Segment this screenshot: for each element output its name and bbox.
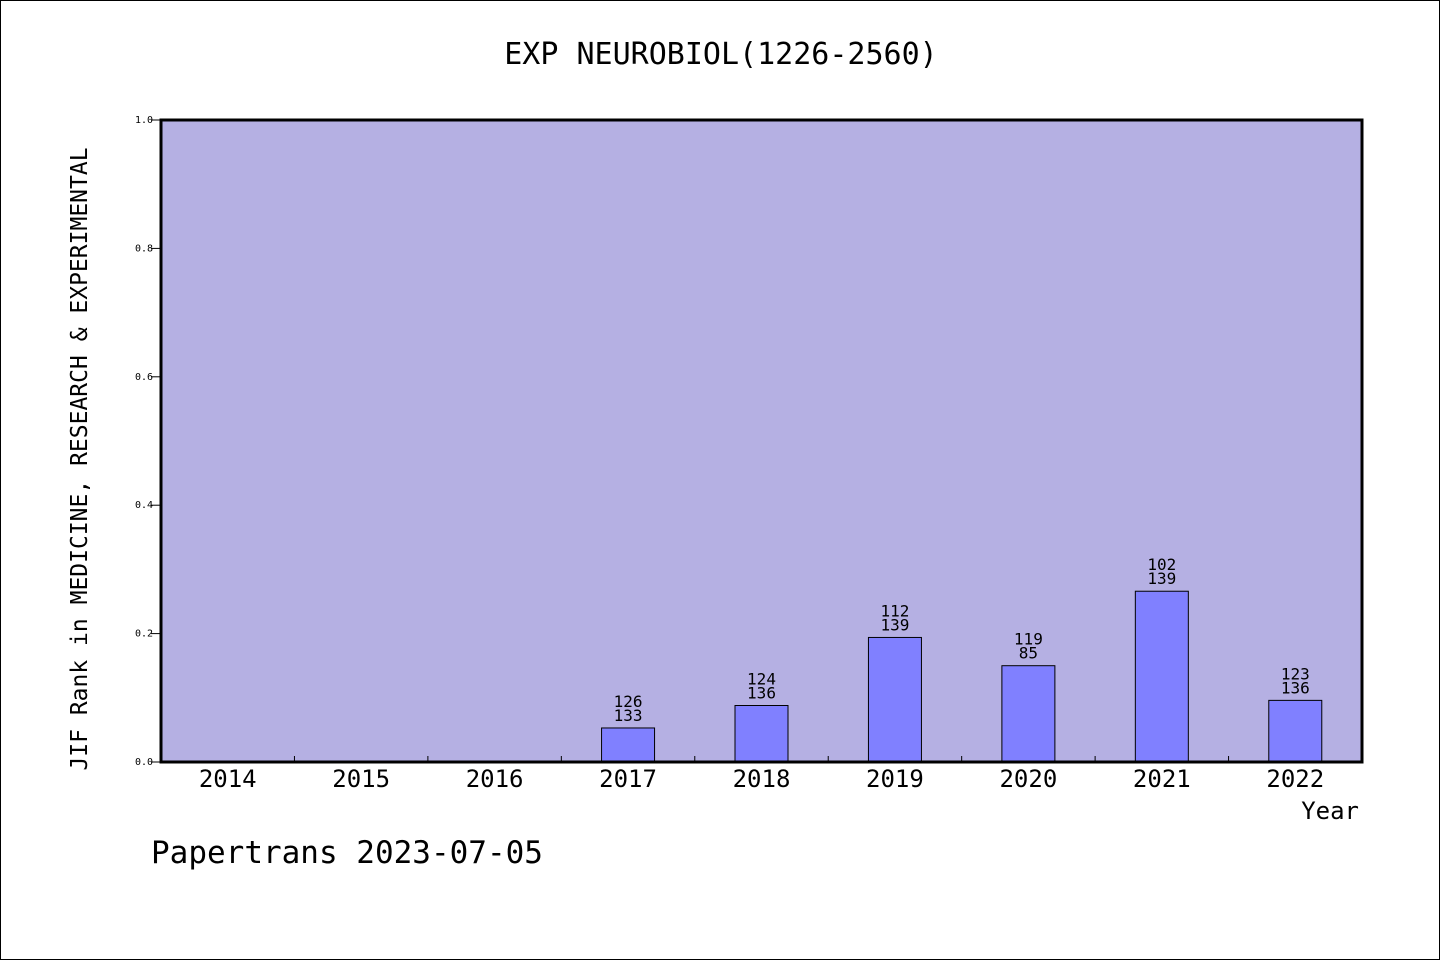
bar-label-top: 119 bbox=[1014, 630, 1043, 649]
bar-2020 bbox=[1001, 665, 1056, 763]
x-tick-label: 2022 bbox=[1266, 765, 1324, 793]
x-tick-label: 2017 bbox=[599, 765, 657, 793]
bar-label-top: 126 bbox=[614, 692, 643, 711]
footer-stamp: Papertrans 2023-07-05 bbox=[151, 835, 543, 871]
bar-label-bottom: 139 bbox=[1147, 569, 1176, 588]
bar-2017 bbox=[601, 727, 656, 763]
x-tick-label: 2021 bbox=[1133, 765, 1191, 793]
x-tick-label: 2014 bbox=[199, 765, 257, 793]
bar-label-top: 123 bbox=[1281, 664, 1310, 683]
bar-2019 bbox=[867, 636, 922, 763]
bar-label-top: 102 bbox=[1147, 555, 1176, 574]
y-tick-label: 0.4 bbox=[135, 500, 153, 511]
x-tick-label: 2019 bbox=[866, 765, 924, 793]
bar-2022 bbox=[1268, 699, 1323, 763]
y-tick-label: 0.2 bbox=[135, 629, 153, 640]
bar-label-bottom: 133 bbox=[614, 706, 643, 725]
bar-label-bottom: 85 bbox=[1019, 644, 1038, 663]
y-tick-label: 1.0 bbox=[135, 115, 153, 126]
x-tick-label: 2016 bbox=[466, 765, 524, 793]
y-tick-label: 0.0 bbox=[135, 757, 153, 768]
x-tick-label: 2020 bbox=[999, 765, 1057, 793]
bar-2021 bbox=[1134, 590, 1189, 763]
y-tick-label: 0.6 bbox=[135, 372, 153, 383]
chart-title: EXP NEUROBIOL(1226-2560) bbox=[504, 37, 938, 72]
bar-label-top: 124 bbox=[747, 670, 776, 689]
bar-label-bottom: 136 bbox=[1281, 678, 1310, 697]
x-tick-label: 2015 bbox=[332, 765, 390, 793]
x-axis-label: Year bbox=[1301, 797, 1359, 825]
bar-label-bottom: 136 bbox=[747, 684, 776, 703]
bar-2018 bbox=[734, 705, 789, 763]
bar-label-top: 112 bbox=[880, 601, 909, 620]
y-tick-label: 0.8 bbox=[135, 243, 153, 254]
plot-frame bbox=[159, 118, 1364, 764]
bar-label-bottom: 139 bbox=[880, 615, 909, 634]
x-tick-label: 2018 bbox=[733, 765, 791, 793]
